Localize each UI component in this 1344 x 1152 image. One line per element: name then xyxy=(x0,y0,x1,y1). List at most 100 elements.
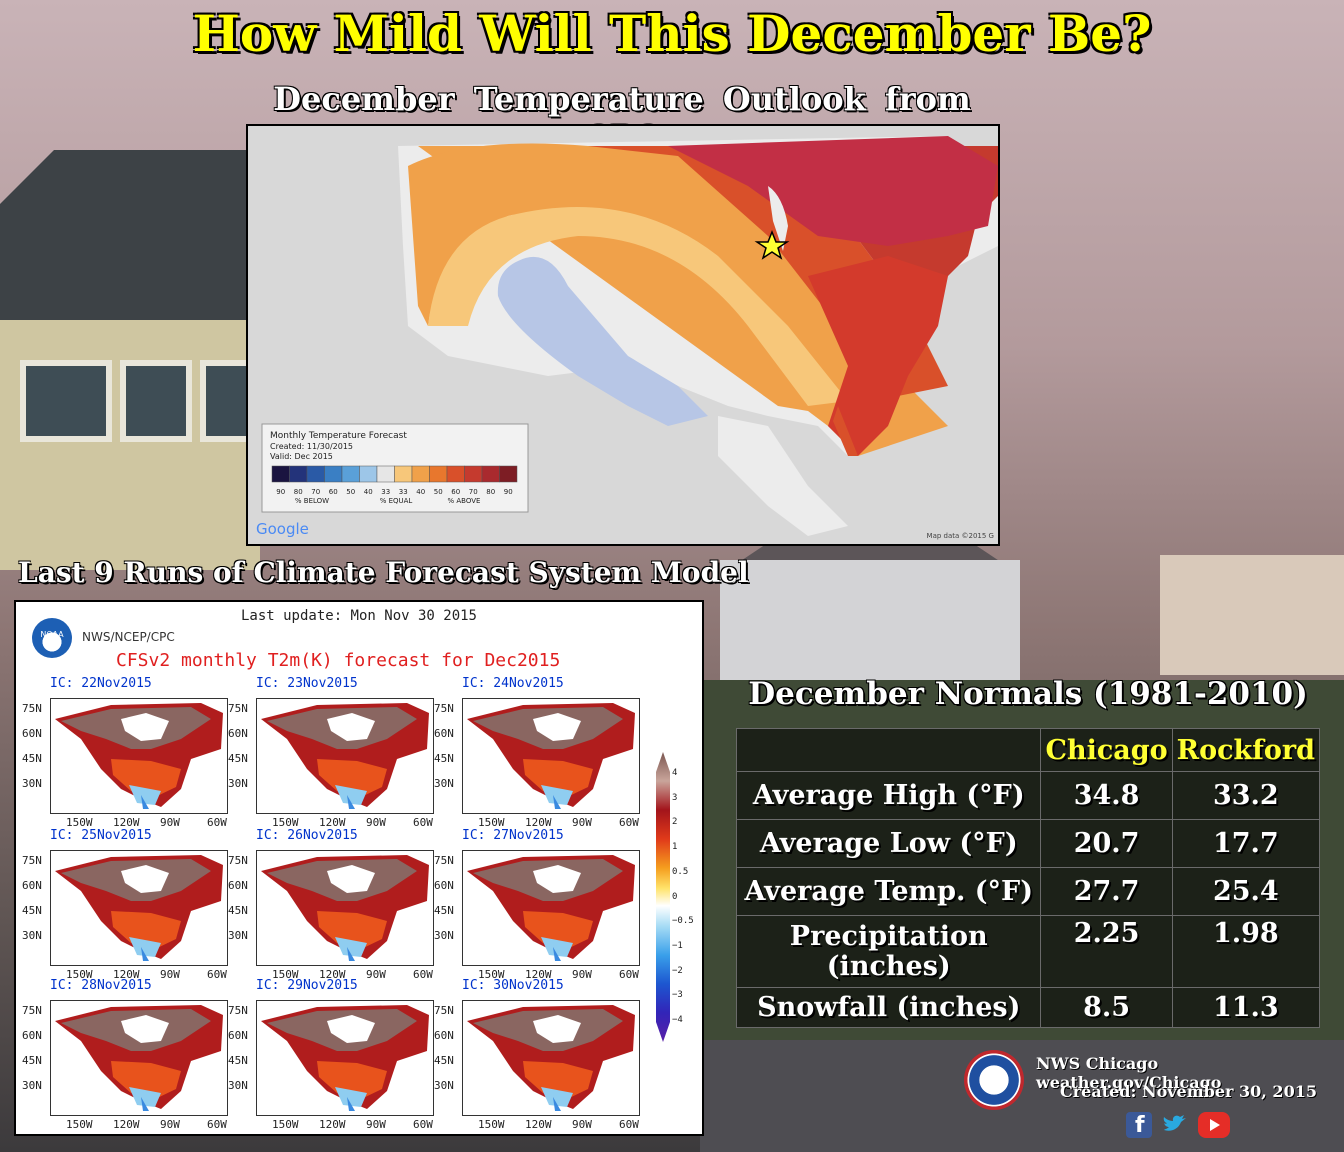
nws-logo-icon xyxy=(964,1050,1024,1110)
lon-label: 90W xyxy=(572,1118,592,1131)
lon-label: 150W xyxy=(272,1118,299,1131)
lat-label: 75N xyxy=(22,854,42,867)
main-title: How Mild Will This December Be? xyxy=(192,4,1152,63)
cfs-map-svg xyxy=(462,1000,640,1116)
legend-swatch xyxy=(376,465,395,483)
lat-label: 30N xyxy=(228,777,248,790)
legend-tick-label: 90 xyxy=(276,488,285,496)
run-label: IC: 22Nov2015 xyxy=(50,676,152,691)
chicago-value: 8.5 xyxy=(1040,987,1173,1028)
lon-label: 90W xyxy=(366,968,386,981)
youtube-icon[interactable] xyxy=(1198,1112,1230,1138)
footer-created: Created: November 30, 2015 xyxy=(1060,1082,1317,1101)
lat-label: 30N xyxy=(434,1079,454,1092)
cfs-map-svg xyxy=(50,1000,228,1116)
cfs-title: Last 9 Runs of Climate Forecast System M… xyxy=(18,556,749,589)
legend-swatch xyxy=(499,465,518,483)
florida xyxy=(833,406,858,456)
lon-label: 60W xyxy=(207,1118,227,1131)
run-label: IC: 28Nov2015 xyxy=(50,978,152,993)
chicago-value: 34.8 xyxy=(1040,771,1173,820)
colorbar-label: −0.5 xyxy=(672,916,694,927)
table-row: Average Temp. (°F) 27.7 25.4 xyxy=(735,867,1321,916)
table-row: Snowfall (inches) 8.5 11.3 xyxy=(735,987,1321,1028)
lon-label: 120W xyxy=(525,816,552,829)
outlook-zone-70 xyxy=(668,136,998,246)
twitter-icon[interactable] xyxy=(1162,1112,1188,1138)
map-land xyxy=(718,416,848,536)
legend-ticks: 90 80 70 60 50 40 33 33 40 50 60 70 80 90 xyxy=(276,488,512,496)
house-window xyxy=(120,360,192,442)
lon-label: 150W xyxy=(66,968,93,981)
lon-label: 60W xyxy=(413,816,433,829)
lat-label: 45N xyxy=(434,904,454,917)
lat-label: 30N xyxy=(22,777,42,790)
legend-below-label: % BELOW xyxy=(295,497,329,505)
rockford-value: 33.2 xyxy=(1171,771,1321,820)
table-row: Average Low (°F) 20.7 17.7 xyxy=(735,819,1321,868)
outlook-zone-33 xyxy=(428,207,848,406)
legend-tick-label: 50 xyxy=(346,488,355,496)
lat-label: 75N xyxy=(22,702,42,715)
lon-label: 60W xyxy=(207,968,227,981)
cfs-map-svg xyxy=(50,698,228,814)
house-wall xyxy=(720,560,1020,690)
lat-label: 75N xyxy=(434,702,454,715)
colorbar-label: 0.5 xyxy=(672,866,689,877)
table-corner xyxy=(735,728,1042,772)
legend-tick-label: 33 xyxy=(399,488,408,496)
legend-title: Monthly Temperature Forecast xyxy=(270,431,407,441)
legend-swatch xyxy=(306,465,325,483)
colorbar xyxy=(656,752,670,1042)
cfs-run-map: IC: 30Nov2015 75N 60N 45N 30N 150W 120W 90W 60W xyxy=(434,978,640,1131)
colorbar-label: 2 xyxy=(672,817,678,828)
lon-label: 120W xyxy=(113,1118,140,1131)
footer-website[interactable]: weather.gov/Chicago xyxy=(1036,1073,1222,1092)
lat-label: 75N xyxy=(228,702,248,715)
lon-label: 60W xyxy=(619,1118,639,1131)
colorbar-label: −2 xyxy=(672,965,683,976)
cfs-heading: CFSv2 monthly T2m(K) forecast for Dec201… xyxy=(116,650,561,671)
lat-label: 60N xyxy=(434,1029,454,1042)
column-rockford: Rockford xyxy=(1171,728,1321,772)
legend-swatch xyxy=(394,465,413,483)
legend-swatches xyxy=(271,465,518,483)
lon-label: 90W xyxy=(572,968,592,981)
lon-label: 150W xyxy=(66,816,93,829)
house-window xyxy=(20,360,112,442)
created-date: November 30, 2015 xyxy=(1141,1082,1317,1101)
colorbar-label: 0 xyxy=(672,891,678,902)
lat-label: 75N xyxy=(228,1004,248,1017)
lon-label: 150W xyxy=(66,1118,93,1131)
rockford-value: 25.4 xyxy=(1171,867,1321,916)
lat-label: 45N xyxy=(228,904,248,917)
lat-label: 30N xyxy=(228,929,248,942)
row-label: Average Low (°F) xyxy=(735,819,1042,868)
lat-label: 60N xyxy=(22,879,42,892)
lon-label: 90W xyxy=(160,816,180,829)
lon-label: 120W xyxy=(113,816,140,829)
lat-label: 45N xyxy=(22,752,42,765)
facebook-icon[interactable]: f xyxy=(1126,1112,1152,1138)
lon-label: 60W xyxy=(413,1118,433,1131)
chicago-star-icon xyxy=(754,229,790,260)
lat-label: 75N xyxy=(22,1004,42,1017)
legend-equal-label: % EQUAL xyxy=(380,497,413,505)
lat-label: 75N xyxy=(228,854,248,867)
lon-label: 120W xyxy=(319,1118,346,1131)
lat-label: 60N xyxy=(228,1029,248,1042)
cfs-map-svg xyxy=(256,698,434,814)
legend-tick-label: 40 xyxy=(416,488,425,496)
lon-label: 150W xyxy=(272,968,299,981)
lat-label: 60N xyxy=(434,879,454,892)
lon-label: 90W xyxy=(366,1118,386,1131)
lat-label: 45N xyxy=(434,752,454,765)
legend-tick-label: 60 xyxy=(451,488,460,496)
legend-above-label: % ABOVE xyxy=(448,497,481,505)
lat-label: 30N xyxy=(434,929,454,942)
rockford-value: 1.98 xyxy=(1171,915,1321,988)
lon-label: 120W xyxy=(319,816,346,829)
run-label: IC: 24Nov2015 xyxy=(462,676,564,691)
chicago-value: 20.7 xyxy=(1040,819,1173,868)
lat-label: 45N xyxy=(228,752,248,765)
